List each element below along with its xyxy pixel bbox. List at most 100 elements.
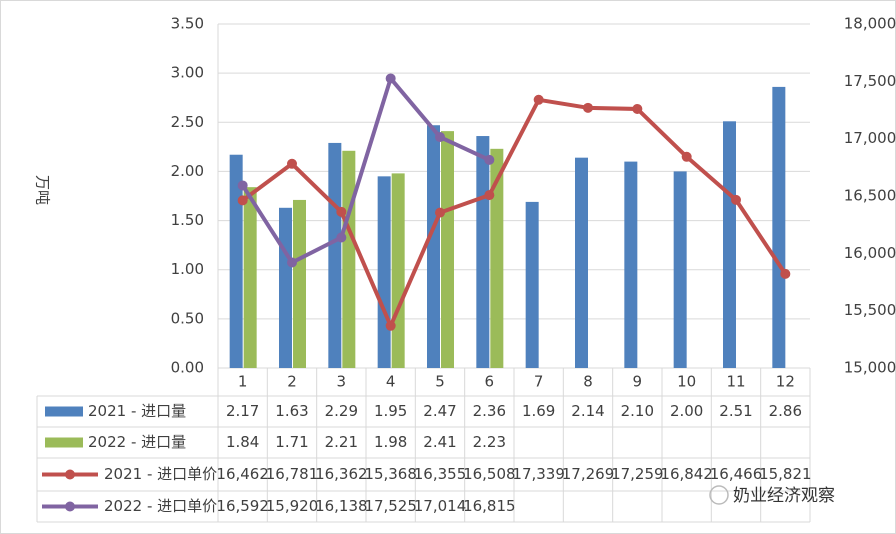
x-tick-label: 6 xyxy=(485,373,495,391)
line-marker xyxy=(287,158,297,169)
line-marker xyxy=(385,320,396,331)
line-marker xyxy=(237,195,248,206)
table-value: 15,821 xyxy=(759,465,812,483)
table-value: 1.69 xyxy=(522,402,555,420)
line xyxy=(240,76,491,265)
table-value: 17,525 xyxy=(364,497,417,515)
table-value: 17,269 xyxy=(562,465,615,483)
bar xyxy=(229,154,243,368)
x-tick-label: 4 xyxy=(386,373,396,391)
table-value: 1.63 xyxy=(275,402,308,420)
bar xyxy=(525,201,539,368)
table-value: 16,592 xyxy=(216,497,269,515)
legend-label: 2021 - 进口单价 xyxy=(104,465,217,483)
bar xyxy=(342,150,356,368)
bar xyxy=(490,148,504,368)
line-marker xyxy=(385,73,396,84)
table-value: 16,355 xyxy=(414,465,467,483)
x-tick-label: 12 xyxy=(776,373,795,391)
x-tick-label: 2 xyxy=(287,373,297,391)
bar xyxy=(243,187,257,368)
line-marker xyxy=(237,180,248,191)
bar xyxy=(673,171,687,368)
line-marker xyxy=(484,154,495,165)
table-value: 2.29 xyxy=(325,402,358,420)
y-tick-label: 2.50 xyxy=(171,113,204,131)
table-value: 2.10 xyxy=(621,402,654,420)
legend-label: 2022 - 进口单价 xyxy=(104,497,217,515)
legend-key xyxy=(65,501,75,512)
y2-tick-label: 16,500 xyxy=(844,187,896,205)
x-tick-label: 1 xyxy=(238,373,248,391)
table-value: 16,362 xyxy=(315,465,368,483)
table-value: 17,339 xyxy=(512,465,565,483)
bar xyxy=(772,86,786,368)
table-value: 2.47 xyxy=(423,402,456,420)
table-value: 16,138 xyxy=(315,497,368,515)
y-tick-label: 0.50 xyxy=(171,309,204,327)
line-marker xyxy=(731,194,741,205)
table-value: 16,466 xyxy=(710,465,763,483)
bar xyxy=(723,121,736,368)
bar xyxy=(377,176,391,368)
table-value: 16,842 xyxy=(660,465,713,483)
y-tick-label: 3.50 xyxy=(171,15,204,33)
bar xyxy=(476,136,490,368)
x-tick-label: 5 xyxy=(435,373,445,391)
table-value: 1.95 xyxy=(374,402,407,420)
table-value: 2.00 xyxy=(670,402,703,420)
table-value: 2.23 xyxy=(473,433,506,451)
y-tick-label: 2.00 xyxy=(171,162,204,180)
y2-tick-label: 16,000 xyxy=(844,244,896,262)
table-value: 15,920 xyxy=(266,497,319,515)
line-marker xyxy=(484,190,495,201)
legend-label: 2022 - 进口量 xyxy=(88,433,186,451)
x-tick-label: 3 xyxy=(337,373,347,391)
bar xyxy=(427,125,440,368)
table-value: 2.86 xyxy=(769,402,802,420)
table-value: 16,815 xyxy=(463,497,516,515)
line-marker xyxy=(632,103,643,114)
y-tick-label: 1.00 xyxy=(171,260,204,278)
table-value: 1.71 xyxy=(275,433,308,451)
line-marker xyxy=(435,207,445,218)
y2-tick-label: 17,000 xyxy=(844,129,896,147)
bar xyxy=(391,173,405,368)
bar xyxy=(328,142,342,368)
x-tick-label: 8 xyxy=(583,373,593,391)
bar xyxy=(441,131,454,368)
x-tick-label: 11 xyxy=(726,373,745,391)
y2-tick-label: 18,000 xyxy=(844,15,896,33)
table-value: 1.98 xyxy=(374,433,407,451)
line-marker xyxy=(336,206,347,217)
line xyxy=(241,97,787,328)
x-tick-label: 9 xyxy=(633,373,643,391)
table-value: 16,508 xyxy=(463,465,516,483)
bar xyxy=(279,207,292,368)
bar xyxy=(575,157,588,368)
line-marker xyxy=(583,102,593,113)
x-tick-label: 7 xyxy=(534,373,544,391)
table-value: 16,462 xyxy=(216,465,269,483)
table-value: 1.84 xyxy=(226,433,259,451)
legend-label: 2021 - 进口量 xyxy=(88,402,186,420)
legend-key xyxy=(45,406,83,417)
watermark-icon xyxy=(709,485,729,505)
watermark: 奶业经济观察 xyxy=(733,486,835,506)
line-marker xyxy=(780,268,791,279)
table-value: 2.14 xyxy=(571,402,604,420)
table-value: 2.41 xyxy=(423,433,456,451)
y2-tick-label: 15,000 xyxy=(844,359,896,377)
line-marker xyxy=(336,232,347,243)
line-marker xyxy=(435,132,445,143)
line-marker xyxy=(287,257,297,268)
y-tick-label: 1.50 xyxy=(171,211,204,229)
table-value: 17,259 xyxy=(611,465,664,483)
table-value: 2.36 xyxy=(473,402,506,420)
bar xyxy=(293,199,306,368)
legend-key xyxy=(65,469,75,480)
legend-key xyxy=(45,437,83,448)
y2-tick-label: 17,500 xyxy=(844,72,896,90)
y2-tick-label: 15,500 xyxy=(844,301,896,319)
